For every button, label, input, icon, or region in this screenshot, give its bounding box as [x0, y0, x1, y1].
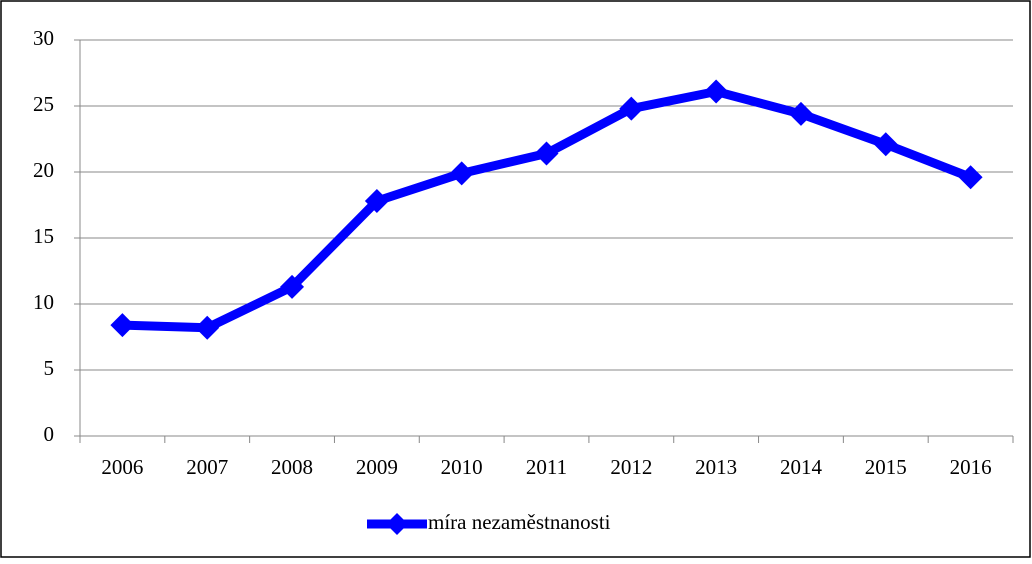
x-tick-label: 2014	[780, 455, 823, 479]
x-tick-label: 2013	[695, 455, 737, 479]
data-point	[449, 161, 474, 186]
data-point	[704, 79, 729, 104]
data-point	[873, 132, 898, 157]
data-point	[364, 189, 389, 214]
y-tick-label: 15	[33, 224, 54, 248]
y-tick-label: 0	[44, 422, 55, 446]
x-tick-label: 2009	[356, 455, 398, 479]
data-point	[110, 313, 135, 338]
y-tick-label: 10	[33, 290, 54, 314]
x-tick-label: 2006	[101, 455, 143, 479]
data-point	[958, 165, 983, 190]
x-tick-label: 2008	[271, 455, 313, 479]
x-tick-label: 2015	[865, 455, 907, 479]
data-point	[280, 274, 305, 299]
legend-marker	[386, 513, 408, 535]
data-point	[534, 141, 559, 166]
data-point	[619, 96, 644, 121]
y-tick-label: 20	[33, 158, 54, 182]
legend-label: míra nezaměstnanosti	[428, 510, 611, 534]
data-point	[195, 315, 220, 340]
x-tick-label: 2011	[526, 455, 567, 479]
y-tick-label: 25	[33, 92, 54, 116]
x-tick-label: 2010	[441, 455, 483, 479]
x-tick-label: 2012	[610, 455, 652, 479]
x-tick-label: 2016	[950, 455, 992, 479]
data-point	[788, 101, 813, 126]
y-tick-label: 30	[33, 26, 54, 50]
x-tick-label: 2007	[186, 455, 228, 479]
y-tick-label: 5	[44, 356, 55, 380]
